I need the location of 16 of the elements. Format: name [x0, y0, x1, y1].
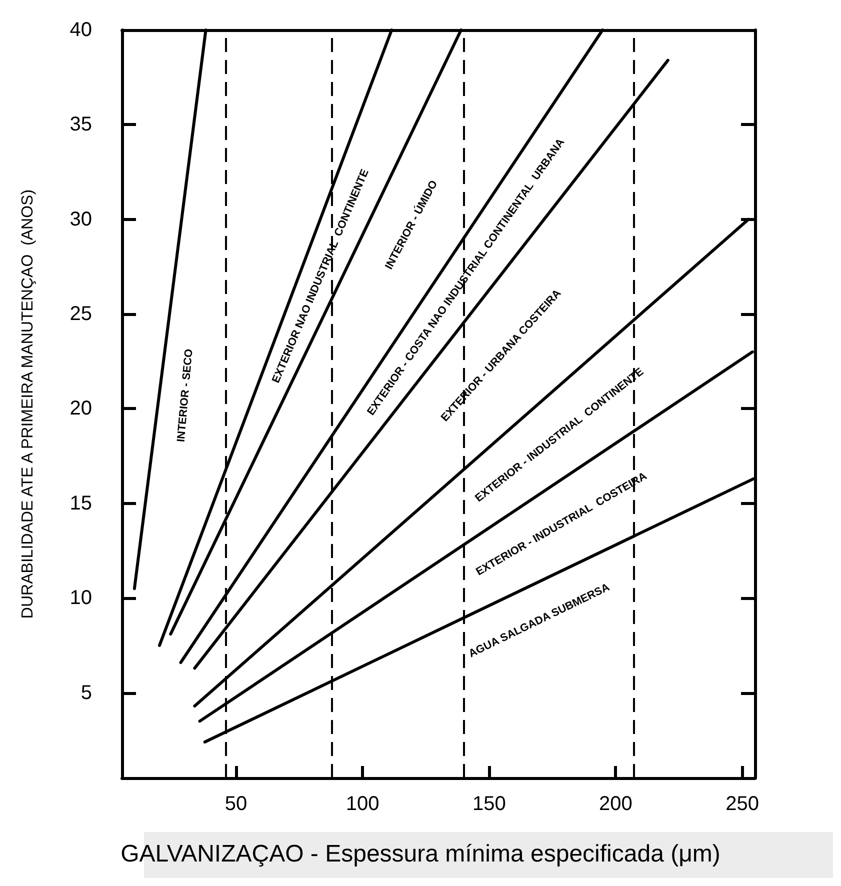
y-tick-label: 5 — [80, 682, 92, 704]
y-tick-label: 20 — [70, 398, 92, 420]
y-tick-label: 10 — [70, 587, 92, 610]
x-tick-label: 200 — [599, 793, 632, 815]
x-tick-label: 250 — [726, 793, 760, 815]
x-tick-label: 50 — [224, 793, 248, 815]
x-tick-label: 150 — [472, 793, 506, 815]
x-tick-label: 100 — [346, 793, 380, 815]
x-axis-title: GALVANIZAÇAO - Espessura mínima especificada (μm) — [120, 840, 720, 868]
y-tick-label: 35 — [70, 114, 92, 136]
y-tick-label: 30 — [70, 208, 92, 230]
y-tick-label: 15 — [70, 492, 92, 514]
y-axis-title: DURABILIDADE ATE A PRIMEIRA MANUTENÇAO (ANOS) — [20, 189, 36, 619]
annotation: INTERIOR - SECO — [175, 348, 196, 443]
y-tick-label: 25 — [70, 303, 92, 326]
y-tick-label: 40 — [70, 19, 92, 41]
